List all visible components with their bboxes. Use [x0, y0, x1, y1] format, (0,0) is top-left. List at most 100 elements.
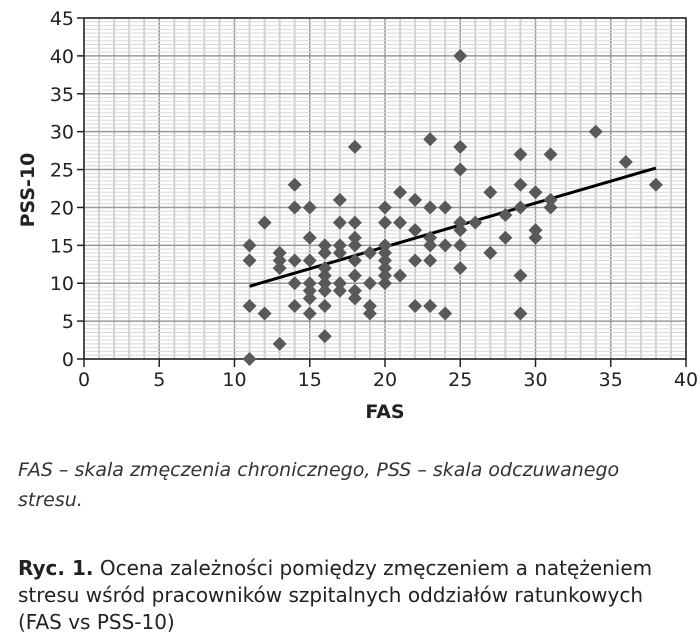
data-point — [257, 306, 272, 321]
data-point — [408, 253, 423, 268]
data-point — [423, 132, 438, 147]
x-tick-label: 35 — [599, 369, 623, 391]
data-point — [317, 238, 332, 253]
data-point — [423, 253, 438, 268]
data-point — [423, 298, 438, 313]
data-point — [317, 245, 332, 260]
data-point — [513, 268, 528, 283]
data-point — [528, 230, 543, 245]
data-point — [483, 245, 498, 260]
data-point — [468, 215, 483, 230]
y-tick-label: 30 — [50, 122, 74, 144]
data-point — [347, 215, 362, 230]
figure-note: FAS – skala zmęczenia chronicznego, PSS … — [18, 459, 620, 511]
data-point — [453, 215, 468, 230]
data-point — [513, 306, 528, 321]
data-point — [362, 276, 377, 291]
figure-caption: Ryc. 1. Ocena zależności pomiędzy zmęcze… — [18, 555, 658, 636]
data-point — [317, 298, 332, 313]
data-point — [378, 238, 392, 253]
data-point — [513, 177, 528, 192]
data-point — [408, 223, 423, 238]
data-point — [393, 215, 408, 230]
data-point — [302, 230, 317, 245]
data-point — [408, 298, 423, 313]
data-point — [378, 253, 392, 268]
data-point — [588, 124, 603, 139]
data-point — [287, 200, 302, 215]
data-point — [287, 276, 302, 291]
data-point — [332, 245, 347, 260]
y-axis-label: PSS-10 — [17, 153, 39, 228]
y-tick-label: 35 — [50, 84, 74, 106]
data-point — [453, 223, 468, 238]
data-point — [453, 139, 468, 154]
data-point — [302, 306, 317, 321]
data-point — [317, 283, 332, 298]
x-tick-label: 5 — [153, 369, 165, 391]
data-point — [483, 185, 498, 200]
grid — [83, 17, 687, 360]
data-point — [347, 230, 362, 245]
data-point — [393, 268, 408, 283]
data-point — [287, 298, 302, 313]
data-point — [513, 147, 528, 162]
data-point — [498, 208, 513, 223]
data-point — [378, 245, 392, 260]
x-tick-label: 10 — [222, 369, 246, 391]
y-tick-label: 5 — [62, 311, 74, 333]
data-point — [378, 215, 392, 230]
data-point — [332, 215, 347, 230]
x-tick-label: 40 — [674, 369, 698, 391]
y-tick-label: 45 — [50, 8, 74, 30]
data-point — [393, 185, 408, 200]
scatter-chart: 0 5 10 15 20 25 30 35 40 0 5 10 15 20 25 30 35 40 45 FAS P… — [17, 8, 698, 423]
data-point — [332, 238, 347, 253]
data-point — [317, 276, 332, 291]
data-point — [498, 230, 513, 245]
data-point — [347, 238, 362, 253]
y-tick-label: 40 — [50, 46, 74, 68]
x-tick-label: 0 — [78, 369, 90, 391]
data-point — [332, 276, 347, 291]
y-tick-label: 20 — [50, 197, 74, 219]
x-tick-label: 30 — [523, 369, 547, 391]
data-point — [272, 253, 287, 268]
data-point — [317, 261, 332, 276]
trend-line — [249, 166, 657, 288]
data-point — [302, 200, 317, 215]
data-point — [302, 276, 317, 291]
data-point — [287, 177, 302, 192]
data-point — [378, 268, 392, 283]
data-point — [332, 283, 347, 298]
data-point — [543, 192, 558, 207]
data-point — [347, 283, 362, 298]
data-point — [528, 185, 543, 200]
data-point — [287, 253, 302, 268]
data-point — [378, 276, 392, 291]
data-point — [242, 352, 257, 366]
data-point — [347, 268, 362, 283]
data-point — [317, 268, 332, 283]
data-point — [453, 261, 468, 276]
caption-label: Ryc. 1. — [18, 556, 94, 580]
caption-text: Ocena zależności pomiędzy zmęczeniem a n… — [18, 556, 653, 634]
data-point — [543, 200, 558, 215]
data-point — [302, 253, 317, 268]
data-point — [423, 238, 438, 253]
data-point — [242, 298, 257, 313]
data-point — [347, 253, 362, 268]
data-point — [362, 306, 377, 321]
data-point — [272, 245, 287, 260]
y-tick-label: 25 — [50, 160, 74, 182]
data-point — [378, 200, 392, 215]
data-point — [423, 200, 438, 215]
data-point — [242, 253, 257, 268]
data-point — [648, 177, 663, 192]
data-point — [362, 298, 377, 313]
data-point — [242, 238, 257, 253]
x-tick-label: 25 — [448, 369, 472, 391]
x-tick-label: 15 — [298, 369, 322, 391]
data-point — [302, 291, 317, 306]
x-axis-label: FAS — [365, 401, 404, 423]
